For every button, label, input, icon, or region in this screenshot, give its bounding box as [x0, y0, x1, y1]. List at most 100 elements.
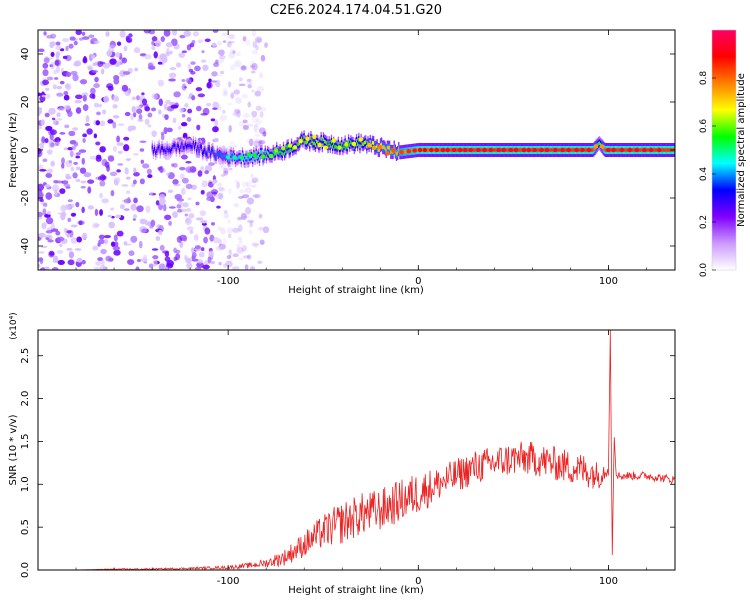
- spectrogram-signal-peak: [287, 143, 293, 148]
- spectrogram-noise-point: [232, 227, 240, 233]
- spectrogram-signal-core: [517, 148, 520, 152]
- spectrogram-signal-core: [265, 154, 268, 159]
- spectrogram-noise-point: [75, 30, 82, 36]
- spectrogram-noise-point: [39, 142, 45, 149]
- spectrogram-noise-point: [247, 84, 253, 89]
- spectrogram-noise-point: [52, 184, 59, 192]
- spectrogram-noise-point: [233, 202, 239, 208]
- spectrogram-signal-core: [371, 140, 374, 145]
- spectrogram-signal-peak: [246, 152, 251, 157]
- spectrogram-noise-point: [99, 61, 106, 65]
- spectrogram-signal-core: [176, 143, 179, 148]
- spectrogram-noise-point: [212, 42, 217, 47]
- spectrogram-noise-point: [127, 125, 133, 132]
- spectrogram-noise-point: [45, 125, 53, 131]
- spectrogram-noise-point: [110, 189, 115, 197]
- spectrogram-noise-point: [225, 260, 233, 268]
- spectrogram-noise-point: [106, 50, 113, 57]
- spectrogram-noise-point: [46, 210, 51, 215]
- spectrogram-signal-core: [377, 148, 379, 152]
- spectrogram-noise-point: [104, 238, 109, 245]
- spectrogram-signal-core: [337, 141, 339, 146]
- spectrogram-noise-point: [220, 70, 225, 75]
- spectrogram-noise-point: [133, 47, 141, 54]
- spectrogram-noise-point: [53, 255, 59, 263]
- spectrogram-noise-point: [175, 62, 182, 68]
- spectrogram-noise-point: [41, 94, 46, 98]
- spectrogram-signal-core: [189, 143, 191, 148]
- spectrogram-signal-core: [398, 147, 400, 151]
- spectrogram-noise-point: [212, 126, 219, 133]
- spectrogram-noise-point: [49, 133, 54, 141]
- spectrogram-noise-point: [65, 175, 72, 180]
- spectrogram-noise-point: [246, 80, 253, 85]
- spectrogram-noise-point: [160, 133, 165, 141]
- spectrogram-noise-point: [186, 226, 194, 231]
- spectrogram-noise-point: [43, 266, 50, 270]
- spectrogram-signal-peak: [298, 139, 303, 144]
- spectrogram-noise-point: [130, 203, 137, 211]
- spectrogram-noise-point: [234, 179, 238, 183]
- spectrogram-noise-point: [260, 54, 266, 62]
- spectrogram-signal-core: [323, 139, 326, 144]
- spectrogram-noise-point: [82, 133, 88, 138]
- spectrogram-noise-point: [62, 38, 70, 43]
- spectrogram-noise-point: [56, 249, 64, 254]
- spectrogram-noise-point: [249, 221, 253, 228]
- colorbar-frame: [711, 29, 737, 271]
- snr-x-label: Height of straight line (km): [288, 585, 424, 596]
- spectrogram-noise-point: [73, 62, 81, 67]
- spectrogram-noise-point: [168, 129, 173, 133]
- spectrogram-noise-point: [40, 266, 46, 270]
- spectrogram-signal-core: [281, 152, 284, 156]
- spectrogram-noise-point: [195, 201, 200, 206]
- snr-y-tick-label: 0.5: [20, 519, 31, 535]
- spectrogram-signal-core: [507, 148, 509, 152]
- spectrogram-signal-peak: [273, 148, 279, 153]
- spectrogram-noise-point: [137, 118, 144, 122]
- spectrogram-noise-point: [38, 107, 43, 115]
- spectrogram-noise-point: [107, 85, 114, 91]
- spectrogram-signal-core: [257, 153, 260, 158]
- spectrogram-signal-core: [357, 142, 359, 147]
- spectrogram-signal-core: [285, 149, 287, 153]
- spectrogram-noise-point: [251, 242, 259, 247]
- spectrogram-noise-point: [46, 149, 53, 155]
- spectrogram-noise-point: [67, 110, 73, 118]
- spectrogram-signal-core: [467, 148, 470, 152]
- spectrogram-noise-point: [199, 210, 207, 217]
- spectrogram-signal-peak: [648, 147, 654, 153]
- spectrogram-noise-point: [151, 45, 156, 51]
- spectrogram-noise-point: [101, 198, 109, 204]
- spectrogram-noise-point: [75, 152, 82, 156]
- spectrogram-noise-point: [153, 51, 158, 59]
- spectrogram-noise-point: [84, 123, 90, 127]
- spectrogram-signal-core: [286, 145, 288, 149]
- spectrogram-noise-point: [212, 107, 218, 111]
- spectrogram-signal-core: [355, 139, 358, 143]
- spectrogram-noise-point: [75, 166, 81, 171]
- spectrogram-noise-point: [239, 189, 245, 194]
- spectrogram-noise-point: [241, 245, 248, 252]
- spectrogram-noise-point: [98, 234, 105, 240]
- spectrogram-noise-point: [125, 158, 132, 161]
- colorbar-tick-label: 0.4: [699, 167, 709, 182]
- spectrogram-signal-core: [155, 151, 157, 155]
- spectrogram-noise-point: [200, 219, 208, 224]
- spectrogram-noise-point: [168, 72, 177, 78]
- spectrogram-signal-core: [639, 148, 642, 152]
- spectrogram-noise-point: [117, 150, 123, 155]
- spectrogram-noise-point: [46, 34, 53, 39]
- spectrogram-signal-core: [214, 154, 216, 159]
- spectrogram-noise-point: [187, 197, 192, 201]
- spectrogram-noise-point: [63, 227, 68, 233]
- spectrogram-signal-core: [598, 141, 601, 146]
- spectrogram-noise-point: [185, 160, 192, 164]
- spectrogram-noise-point: [38, 232, 46, 238]
- spectrogram-noise-point: [236, 110, 241, 118]
- spectrogram-noise-point: [183, 30, 192, 37]
- spectrogram-noise-point: [47, 239, 54, 243]
- spectrogram-noise-point: [72, 172, 78, 179]
- spectrogram-noise-point: [186, 117, 192, 122]
- spectrogram-noise-point: [181, 79, 186, 83]
